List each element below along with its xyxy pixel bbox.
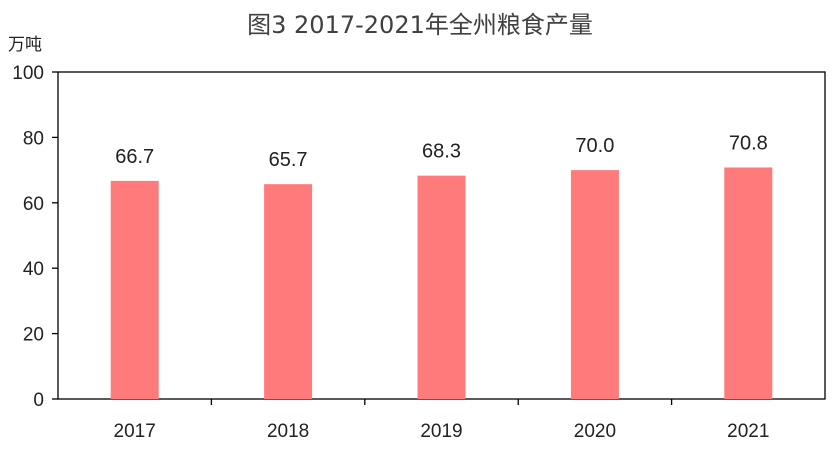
y-tick-label: 0 bbox=[33, 390, 44, 411]
data-label-2019: 68.3 bbox=[422, 141, 461, 163]
y-tick-label: 80 bbox=[23, 128, 44, 149]
bar-2018 bbox=[264, 184, 313, 399]
y-tick-label: 60 bbox=[23, 194, 44, 215]
data-label-2017: 66.7 bbox=[115, 146, 154, 168]
x-tick-label: 2021 bbox=[727, 421, 769, 442]
bar-2017 bbox=[110, 180, 159, 399]
data-label-2020: 70.0 bbox=[575, 135, 614, 157]
x-axis: 2017 2018 2019 2020 2021 bbox=[114, 399, 769, 442]
y-tick-label: 20 bbox=[23, 325, 44, 346]
y-axis: 0 20 40 60 80 100 bbox=[12, 63, 58, 411]
x-tick-label: 2017 bbox=[114, 421, 156, 442]
x-tick-label: 2019 bbox=[420, 421, 462, 442]
bar-series bbox=[110, 167, 773, 399]
x-tick-label: 2018 bbox=[267, 421, 309, 442]
y-tick-label: 40 bbox=[23, 259, 44, 280]
data-label-2021: 70.8 bbox=[729, 132, 768, 154]
bar-2019 bbox=[417, 175, 466, 399]
y-axis-unit: 万吨 bbox=[8, 35, 42, 55]
y-tick-label: 100 bbox=[12, 63, 44, 84]
bar-2020 bbox=[570, 170, 619, 399]
x-tick-label: 2020 bbox=[574, 421, 616, 442]
data-labels: 66.7 65.7 68.3 70.0 70.8 bbox=[115, 132, 768, 171]
chart-title: 图3 2017-2021年全州粮食产量 bbox=[247, 11, 593, 39]
data-label-2018: 65.7 bbox=[269, 149, 308, 171]
bar-2021 bbox=[724, 167, 773, 399]
